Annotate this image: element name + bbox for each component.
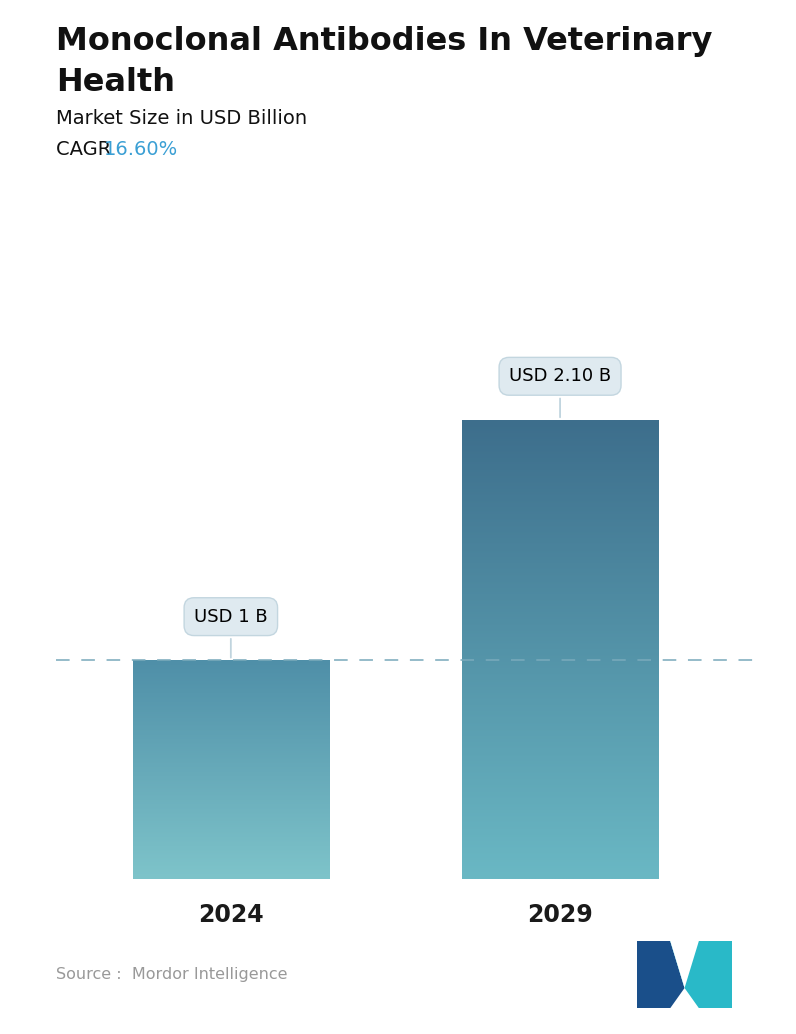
Polygon shape bbox=[670, 941, 699, 989]
Polygon shape bbox=[670, 941, 732, 1008]
Text: Market Size in USD Billion: Market Size in USD Billion bbox=[56, 109, 306, 127]
Text: Monoclonal Antibodies In Veterinary: Monoclonal Antibodies In Veterinary bbox=[56, 26, 712, 57]
Polygon shape bbox=[637, 941, 685, 1008]
Text: 16.60%: 16.60% bbox=[104, 140, 178, 158]
Text: USD 2.10 B: USD 2.10 B bbox=[509, 367, 611, 418]
Text: Source :  Mordor Intelligence: Source : Mordor Intelligence bbox=[56, 967, 287, 982]
Text: USD 1 B: USD 1 B bbox=[194, 608, 267, 658]
Text: Health: Health bbox=[56, 67, 174, 98]
Text: CAGR: CAGR bbox=[56, 140, 123, 158]
